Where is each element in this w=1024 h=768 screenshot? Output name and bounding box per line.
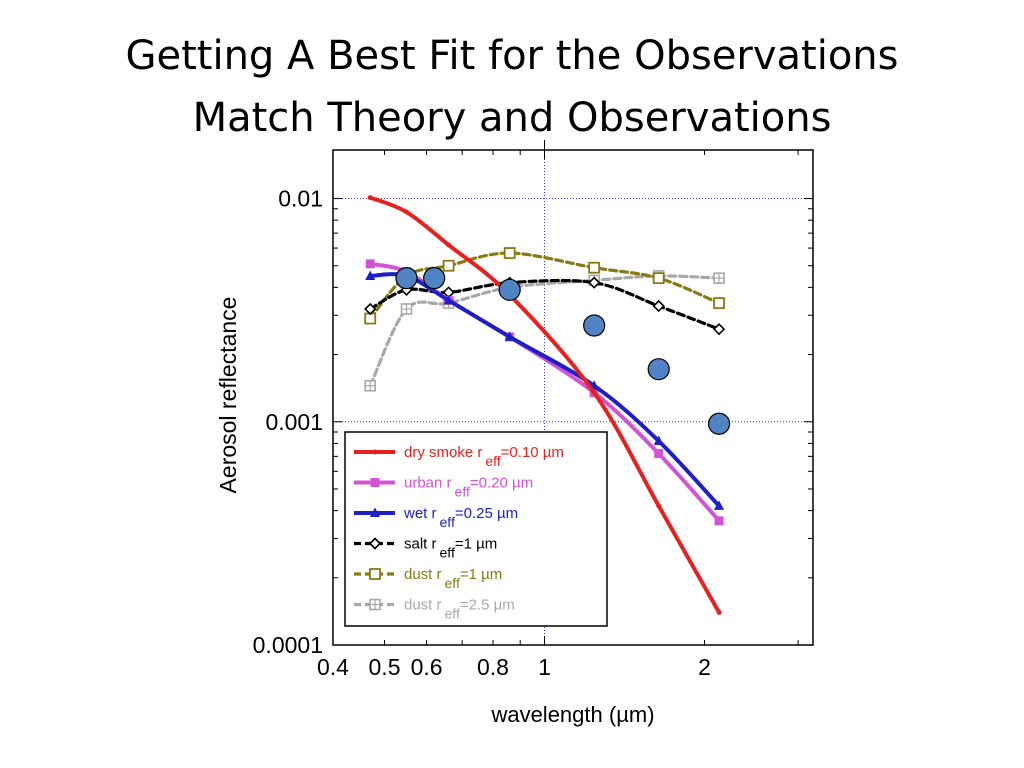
legend-label-2: wet r eff=0.25 µm (403, 505, 518, 530)
observation-point-4 (647, 358, 670, 381)
x-tick-label-0: 0.4 (317, 654, 349, 680)
series-2-point-0 (365, 270, 376, 280)
series-3-point-0 (364, 302, 377, 316)
legend-swatch-marker-4 (369, 568, 381, 580)
observation-point-1 (423, 267, 446, 290)
series-0-point-0 (367, 195, 373, 201)
legend-swatch-marker-0 (372, 449, 378, 455)
x-tick-label-2: 0.6 (411, 654, 443, 680)
series-2-point-6 (714, 500, 725, 510)
series-4-point-3 (503, 247, 516, 259)
series-5-point-6 (713, 272, 725, 284)
x-tick-label-1: 0.5 (369, 654, 401, 680)
observation-point-0 (395, 267, 418, 290)
legend-label-3: salt r eff=1 µm (404, 536, 497, 561)
slide-title-line-1: Getting A Best Fit for the Observations (125, 33, 899, 79)
slide-title-line-2: Match Theory and Observations (192, 95, 832, 141)
series-0 (367, 195, 722, 615)
series-4-point-4 (588, 261, 601, 274)
series-1-point-6 (714, 516, 724, 526)
legend-label-4: dust r eff=1 µm (404, 566, 502, 591)
series-3-point-4 (588, 276, 601, 289)
observations (395, 267, 731, 435)
series-1-point-0 (365, 259, 375, 269)
legend-label-0: dry smoke r eff=0.10 µm (404, 444, 564, 469)
legend-swatch-marker-3 (368, 537, 382, 550)
series-4-point-6 (713, 297, 725, 310)
series-5-point-1 (400, 303, 413, 315)
series-2-point-3 (504, 331, 515, 341)
series-2-point-2 (443, 294, 454, 305)
observation-point-5 (707, 412, 731, 435)
series-0-point-6 (716, 609, 722, 615)
observation-point-2 (498, 278, 521, 301)
legend-swatch-marker-2 (370, 507, 380, 517)
series-4-point-2 (442, 259, 455, 272)
series-0-point-4 (591, 390, 597, 396)
x-tick-label-4: 1 (538, 654, 551, 680)
x-tick-label-3: 0.8 (477, 654, 509, 680)
series-5-point-0 (364, 379, 377, 392)
series-line-0 (368, 195, 722, 615)
series-1-point-5 (654, 449, 664, 459)
legend: dry smoke r eff=0.10 µm urban r eff=0.20 µm… (344, 431, 608, 627)
y-tick-label-2: 0.0001 (253, 632, 323, 658)
legend-label-1: urban r eff=0.20 µm (404, 475, 533, 500)
series-3-point-6 (712, 323, 726, 336)
y-axis-title: Aerosol reflectance (215, 297, 241, 494)
series-0-point-5 (656, 503, 662, 509)
series-0-point-1 (404, 209, 410, 215)
x-axis-title: wavelength (µm) (490, 702, 654, 727)
x-tick-label-5: 2 (698, 654, 711, 680)
legend-box (344, 431, 608, 627)
series-3-point-5 (652, 299, 665, 313)
series-2-point-5 (653, 435, 664, 446)
observation-point-3 (583, 314, 606, 337)
legend-swatch-marker-5 (369, 598, 381, 611)
y-tick-label-1: 0.001 (265, 409, 323, 435)
legend-swatch-marker-1 (370, 478, 380, 487)
y-tick-label-0: 0.01 (278, 186, 323, 212)
series-4-point-5 (652, 272, 665, 285)
legend-label-5: dust r eff=2.5 µm (404, 597, 515, 622)
series-0-point-2 (446, 242, 452, 248)
